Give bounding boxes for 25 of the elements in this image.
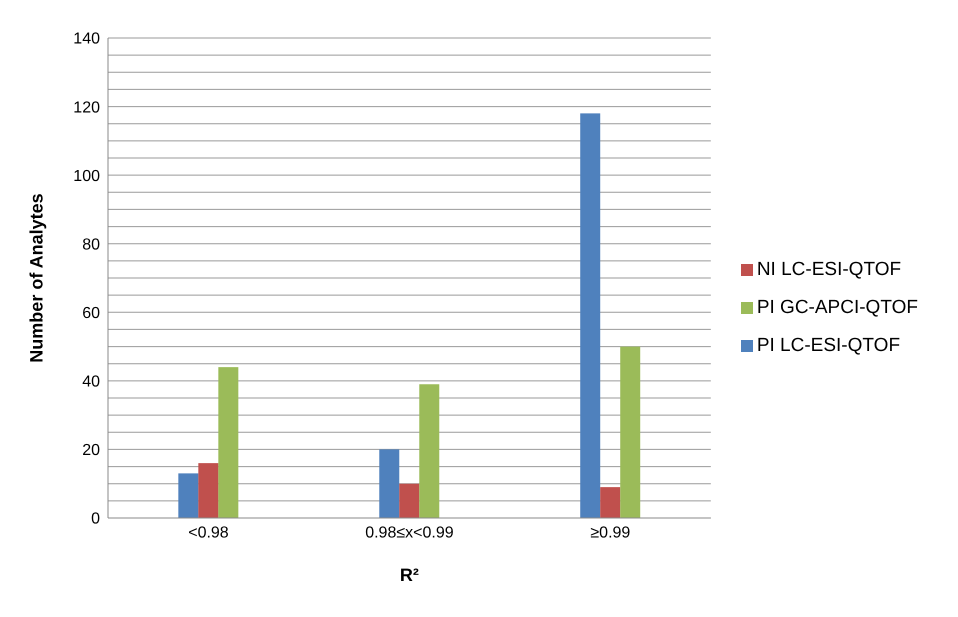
x-tick-label: <0.98 [188,524,229,542]
bar [620,346,640,518]
y-tick-label: 100 [73,168,100,185]
legend-label: NI LC-ESI-QTOF [756,259,902,280]
x-axis-title: R² [400,564,419,585]
y-tick-label: 20 [82,442,100,460]
legend-label: PI GC-APCI-QTOF [756,297,918,318]
bar [379,449,400,518]
bar [419,384,440,518]
bar [580,113,600,518]
x-tick-label: ≥0.99 [590,524,630,542]
y-tick-label: 0 [91,510,100,528]
bar [218,367,238,518]
bar [399,484,420,518]
y-tick-label: 80 [82,236,100,254]
y-tick-label: 40 [82,374,100,391]
y-axis-title: Number of Analytes [26,193,46,363]
y-tick-label: 120 [73,99,100,116]
x-tick-label: 0.98≤x<0.99 [365,524,454,542]
legend-label: PI LC-ESI-QTOF [756,335,900,356]
y-tick-label: 140 [73,30,100,48]
y-tick-label: 60 [82,304,100,322]
bar [600,487,620,518]
bar [198,463,218,518]
bar [178,473,198,518]
